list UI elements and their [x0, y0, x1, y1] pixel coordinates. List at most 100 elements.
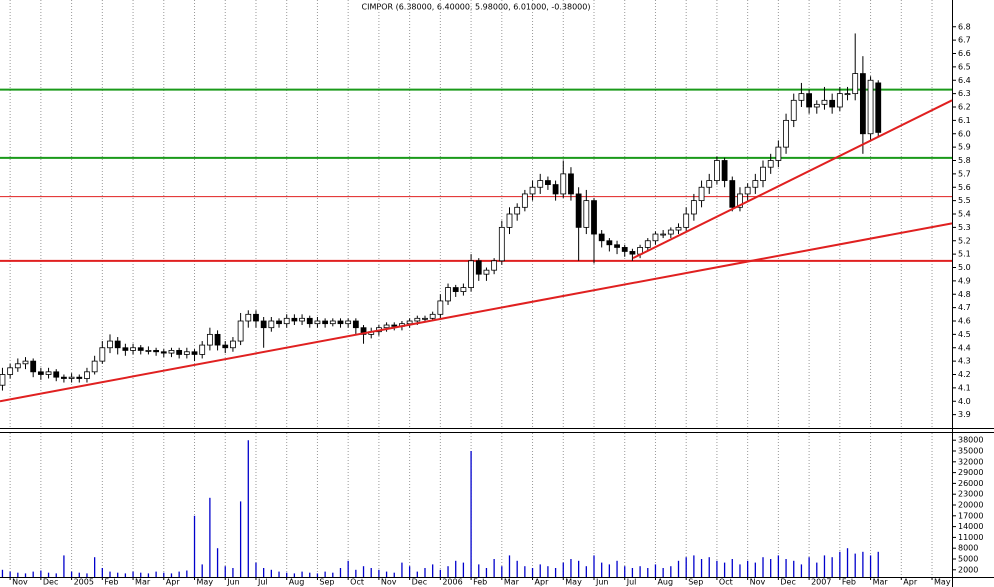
candle-body: [268, 320, 275, 329]
candle-body: [107, 340, 113, 349]
candle-body: [322, 320, 329, 325]
x-tick-label: Apr: [166, 578, 181, 587]
candle-body: [813, 103, 820, 108]
x-tick-label: Apr: [535, 578, 550, 587]
trend-line: [0, 222, 953, 403]
candle-body: [429, 313, 436, 319]
candle-body: [721, 160, 728, 181]
candle-body: [383, 324, 390, 329]
y-tick-label: 17000: [958, 511, 983, 520]
candle-body: [575, 193, 582, 228]
y-tick-label: 4.9: [958, 276, 971, 285]
x-tick-label: Nov: [750, 578, 766, 587]
candle-body: [191, 351, 198, 355]
x-tick-label: Jun: [226, 578, 240, 587]
candle-body: [329, 320, 336, 325]
y-tick-label: 4.3: [958, 357, 971, 366]
y-tick-label: 5000: [958, 555, 978, 564]
x-tick-label: Dec: [43, 578, 58, 587]
candle-body: [291, 317, 298, 322]
candle-body: [698, 186, 705, 202]
candle-body: [61, 376, 67, 379]
x-tick-label: Jun: [595, 578, 609, 587]
candle-body: [790, 99, 797, 121]
candle-body: [176, 350, 183, 355]
x-tick-label: Aug: [657, 578, 673, 587]
candle-body: [168, 350, 175, 354]
y-tick-label: 6.5: [958, 62, 971, 71]
candle-body: [583, 200, 590, 228]
chart-title: CIMPOR (6.38000, 6.40000, 5.98000, 6.010…: [362, 3, 591, 12]
x-tick-label: Dec: [412, 578, 427, 587]
candle-body: [545, 180, 551, 185]
y-tick-label: 4.7: [958, 303, 971, 312]
y-tick-label: 14000: [958, 522, 983, 531]
y-tick-label: 4.5: [958, 330, 971, 339]
candle-body: [414, 317, 421, 322]
candle-body: [237, 320, 244, 342]
candle-body: [667, 229, 674, 235]
candle-body: [521, 193, 528, 208]
candle-body: [560, 173, 567, 195]
candle-body: [537, 180, 544, 188]
x-tick-label: May: [565, 578, 582, 587]
candle-body: [591, 200, 597, 235]
y-tick-label: 26000: [958, 479, 983, 488]
x-tick-label: Feb: [473, 578, 487, 587]
y-tick-label: 6.0: [958, 129, 971, 138]
candle-body: [614, 244, 620, 248]
candle-body: [683, 213, 690, 228]
x-tick-label: Feb: [842, 578, 856, 587]
x-tick-label: 2005: [74, 578, 94, 587]
candle-body: [744, 186, 751, 195]
candle-body: [299, 317, 305, 322]
candle-body: [222, 344, 229, 349]
x-tick-label: May: [197, 578, 214, 587]
y-tick-label: 5.0: [958, 263, 971, 272]
candle-body: [690, 200, 697, 215]
x-tick-label: Nov: [381, 578, 397, 587]
candle-body: [783, 119, 789, 148]
x-tick-label: Feb: [104, 578, 118, 587]
candle-body: [22, 360, 29, 365]
y-tick-label: 6.8: [958, 22, 971, 31]
y-tick-label: 5.4: [958, 210, 971, 219]
y-tick-label: 6.4: [958, 76, 971, 85]
candle-body: [345, 320, 352, 325]
candle-body: [629, 251, 636, 255]
candle-body: [99, 347, 106, 362]
candle-body: [806, 93, 813, 108]
y-tick-label: 6.3: [958, 89, 971, 98]
candle-body: [253, 313, 259, 322]
candle-body: [422, 317, 428, 320]
candle-body: [68, 376, 75, 379]
y-tick-label: 5.6: [958, 183, 971, 192]
x-tick-label: Apr: [903, 578, 918, 587]
candle-body: [206, 333, 213, 346]
candle-body: [606, 240, 613, 246]
y-tick-label: 5.8: [958, 156, 971, 165]
candle-body: [714, 160, 720, 181]
candle-body: [767, 160, 774, 168]
candle-body: [844, 93, 851, 96]
candle-body: [460, 287, 467, 292]
candle-body: [445, 287, 451, 302]
y-tick-label: 6.1: [958, 116, 971, 125]
y-tick-label: 23000: [958, 490, 983, 499]
y-tick-label: 4.8: [958, 290, 971, 299]
y-tick-label: 20000: [958, 501, 983, 510]
candle-body: [514, 206, 521, 215]
candle-body: [660, 233, 667, 236]
candle-body: [314, 320, 321, 325]
candle-body: [475, 260, 482, 275]
y-tick-label: 38000: [958, 436, 983, 445]
y-tick-label: 5.1: [958, 250, 971, 259]
candle-body: [276, 320, 282, 325]
candle-body: [836, 93, 843, 108]
x-tick-label: Sep: [319, 578, 334, 587]
candle-body: [137, 347, 144, 351]
candle-body: [84, 371, 90, 379]
y-tick-label: 5.7: [958, 169, 971, 178]
candle-body: [468, 260, 474, 288]
y-tick-label: 11000: [958, 533, 983, 542]
